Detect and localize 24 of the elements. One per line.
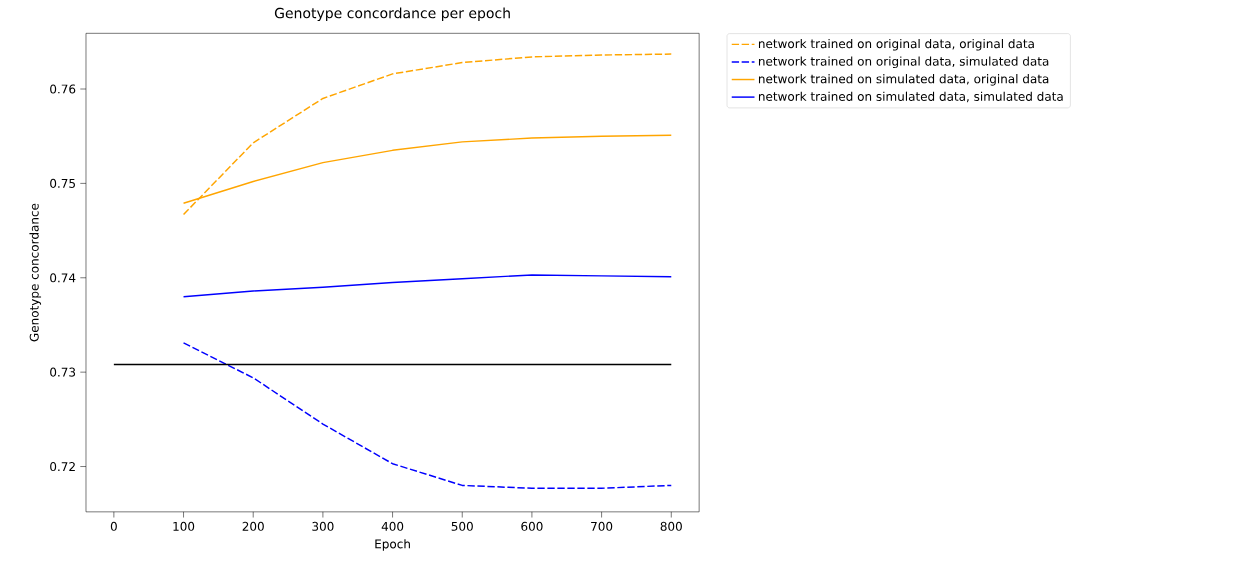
- x-tick-label: 0: [110, 521, 117, 531]
- x-tick-label: 400: [381, 521, 404, 531]
- y-tick-label: 0.72: [50, 462, 75, 472]
- x-tick-label: 700: [591, 521, 613, 531]
- line-series: [182, 274, 673, 298]
- y-tick-label: 0.74: [50, 273, 76, 283]
- x-tick-label: 600: [521, 521, 543, 531]
- chart-title: Genotype concordance per epoch: [274, 7, 510, 22]
- y-tick-label: 0.75: [50, 178, 75, 188]
- x-tick-label: 100: [173, 521, 195, 531]
- y-tick-label: 0.76: [50, 84, 76, 94]
- y-axis-title: Genotype concordance: [29, 203, 42, 342]
- x-axis-title: Epoch: [375, 539, 410, 551]
- legend-label: network trained on original data, simulated data: [758, 56, 1049, 69]
- line-series: [182, 53, 673, 216]
- x-tick-label: 300: [312, 521, 334, 531]
- line-series: [182, 342, 673, 490]
- x-tick-label: 200: [242, 521, 264, 531]
- legend-label: network trained on original data, original data: [758, 38, 1034, 51]
- x-tick-label: 500: [451, 521, 473, 531]
- x-tick-label: 800: [660, 521, 682, 531]
- legend-label: network trained on simulated data, original data: [758, 74, 1049, 86]
- legend-label: network trained on simulated data, simulated data: [758, 91, 1063, 103]
- y-tick-label: 0.73: [50, 367, 76, 377]
